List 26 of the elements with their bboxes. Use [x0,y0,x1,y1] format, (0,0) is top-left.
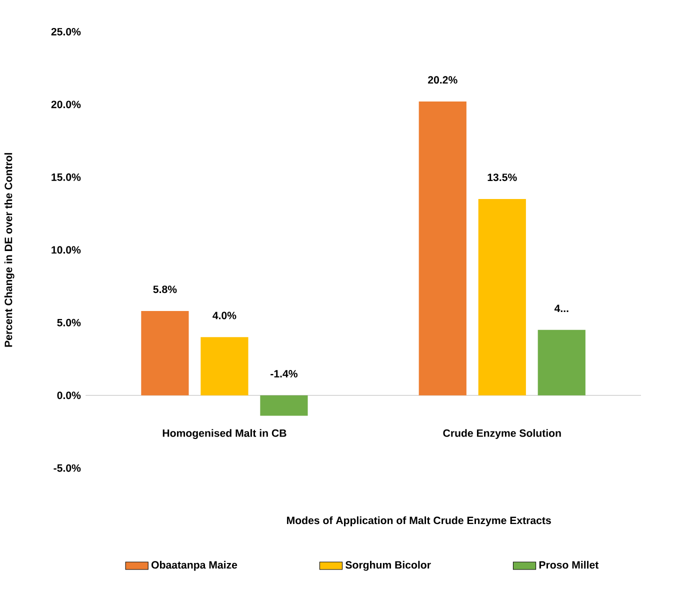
legend-label: Proso Millet [539,561,599,569]
data-label: 13.5% [488,174,517,182]
y-tick-label: -5.0% [54,464,81,472]
bar [418,102,466,396]
data-label: 4... [554,304,568,312]
x-tick-label: Crude Enzyme Solution [443,429,561,440]
data-label: 20.2% [428,76,458,84]
bar [260,396,308,416]
data-label: -1.4% [270,370,298,378]
data-label: 5.8% [153,286,177,294]
bar [478,199,526,396]
y-tick-label: 15.0% [52,174,81,182]
data-label: 4.0% [212,312,236,320]
x-axis-title: Modes of Application of Malt Crude Enzyme Extracts [287,516,551,526]
y-tick-label: 5.0% [57,319,81,327]
y-tick-label: 25.0% [51,28,81,36]
y-tick-label: 20.0% [51,100,81,108]
y-tick-label: 0.0% [57,392,81,400]
legend-label: Obaatanpa Maize [151,561,238,571]
y-tick-label: 10.0% [52,246,81,254]
y-axis-title: Percent Change in DE over the Control [4,153,14,347]
legend-label: Sorghum Bicolor [345,561,431,571]
bar [538,330,586,396]
bar [141,311,189,396]
x-tick-label: Homogenised Malt in CB [162,429,286,440]
bar [200,337,248,396]
